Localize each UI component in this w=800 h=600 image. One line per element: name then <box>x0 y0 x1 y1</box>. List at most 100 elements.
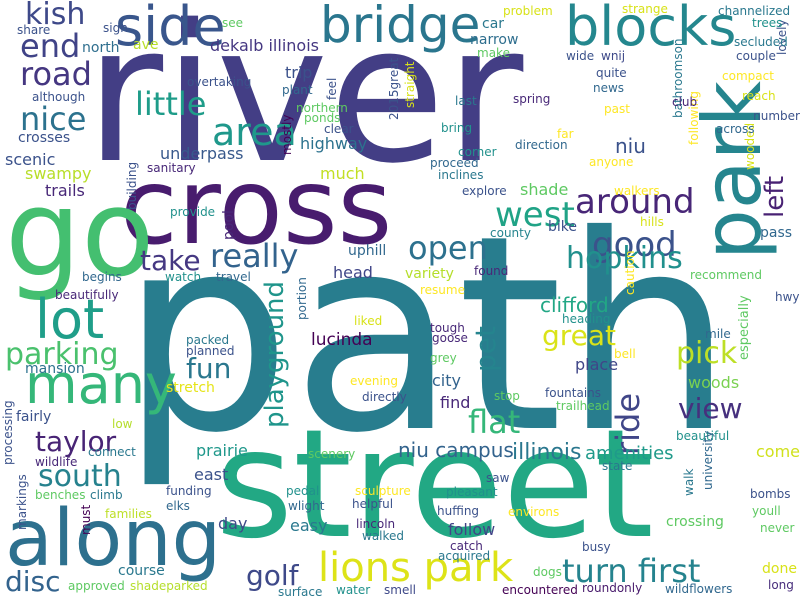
word-university: university <box>701 430 715 490</box>
word-trails: trails <box>45 181 85 200</box>
word-directly: directly <box>362 390 407 404</box>
word-scenic: scenic <box>5 150 56 169</box>
word-caution: caution <box>623 250 637 295</box>
word-mansion: mansion <box>25 361 85 377</box>
word-uphill: uphill <box>348 243 387 259</box>
word-2015great: 2015great <box>387 57 401 120</box>
word-highway: highway <box>300 134 368 153</box>
word-reach: reach <box>742 89 776 103</box>
word-lincoln: lincoln <box>356 517 396 531</box>
word-pet: pet <box>469 326 502 372</box>
word-scenery: scenery <box>308 447 356 461</box>
word-ponds: ponds <box>304 111 341 125</box>
word-problem: problem <box>503 4 553 18</box>
word-saw: saw <box>486 471 510 485</box>
word-wlight: wlight <box>288 499 325 513</box>
word-state: state <box>602 459 633 473</box>
word-west: west <box>495 195 575 235</box>
word-lions-park: lions park <box>318 545 514 591</box>
word-open: open <box>408 229 488 267</box>
word-must: must <box>79 504 93 535</box>
word-youll: youll <box>752 504 781 518</box>
word-pedal: pedal <box>286 484 320 498</box>
word-pleasant: pleasant <box>446 485 498 499</box>
word-follow: follow <box>448 520 496 539</box>
word-swampy: swampy <box>25 164 92 183</box>
word-county: county <box>490 226 531 240</box>
word-packed: packed <box>186 333 230 347</box>
word-lot: lot <box>35 288 105 351</box>
word-street: street <box>215 398 654 572</box>
word-wildlife: wildlife <box>35 455 78 469</box>
word-taylor: taylor <box>35 425 117 458</box>
word-bike: bike <box>548 219 577 235</box>
word-trailhead: trailhead <box>556 399 610 413</box>
word-travel: travel <box>216 270 251 284</box>
word-beautiful: beautiful <box>676 429 730 443</box>
word-clear: clear <box>324 122 354 136</box>
word-trip: trip <box>285 63 313 82</box>
word-northern: northern <box>296 101 348 115</box>
word-walk: walk <box>682 468 696 496</box>
word-connect: connect <box>88 445 136 459</box>
word-view: view <box>678 392 743 425</box>
word-catch: catch <box>450 539 483 553</box>
word-explore: explore <box>462 184 507 198</box>
word-good: good <box>592 225 677 265</box>
word-smell: smell <box>384 583 416 597</box>
word-kish: kish <box>25 0 86 32</box>
word-side: side <box>115 0 226 58</box>
word-amenities: amenities <box>585 443 674 464</box>
word-variety: variety <box>405 266 454 282</box>
word-find: find <box>440 393 471 412</box>
word-dogs: dogs <box>533 565 562 579</box>
word-grey: grey <box>430 351 457 365</box>
word-cross: cross <box>120 146 393 268</box>
word-bridge: bridge <box>320 0 481 54</box>
word-road: road <box>20 55 92 93</box>
word-feel: feel <box>325 77 339 100</box>
word-resume: resume <box>420 283 465 297</box>
word-go: go <box>5 165 155 304</box>
word-pass: pass <box>760 225 793 241</box>
word-north: north <box>82 40 120 56</box>
word-crosses: crosses <box>18 130 71 146</box>
word-hills: hills <box>640 215 664 229</box>
word-secluded: secluded <box>734 35 788 49</box>
word-disc: disc <box>5 565 61 598</box>
word-crossing: crossing <box>666 514 724 530</box>
word-make: make <box>477 46 510 60</box>
word-mostly: mostly <box>280 114 294 155</box>
word-around: around <box>575 182 695 222</box>
word-begins: begins <box>82 270 122 284</box>
word-day: day <box>218 514 248 533</box>
word-flat: flat <box>468 403 521 441</box>
word-planned: planned <box>186 344 235 358</box>
word-east: east <box>194 465 229 484</box>
word-left: left <box>760 175 790 218</box>
word-car: car <box>482 16 505 32</box>
word-markings: markings <box>15 474 29 530</box>
word-much: much <box>320 164 365 183</box>
word-fun: fun <box>186 352 232 385</box>
word-inclines: inclines <box>438 168 484 182</box>
word-pick: pick <box>676 336 738 371</box>
word-families: families <box>105 507 152 521</box>
word-surface: surface <box>278 585 323 599</box>
word-great: great <box>542 319 617 352</box>
word-especially: especially <box>737 295 752 360</box>
word-liked: liked <box>354 314 383 328</box>
word-bring: bring <box>441 121 473 135</box>
word-walkers: walkers <box>614 184 660 198</box>
word-prairie: prairie <box>196 441 248 460</box>
word-number: number <box>753 109 800 123</box>
word-niu-campus: niu campus <box>398 438 514 462</box>
word-lucinda: lucinda <box>311 330 373 350</box>
word-channelized: channelized <box>718 4 791 18</box>
word-overtaking: overtaking <box>187 75 252 89</box>
word-area: area <box>212 110 297 154</box>
word-sanitary: sanitary <box>147 161 196 175</box>
word-quite: quite <box>596 66 627 80</box>
word-head: head <box>333 263 373 282</box>
